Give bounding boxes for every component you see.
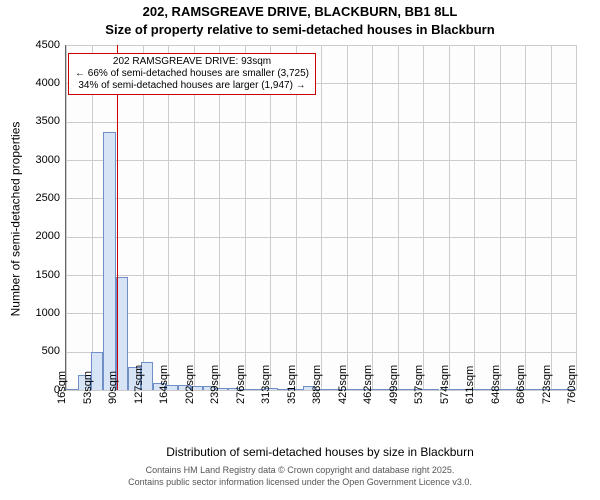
footer-line-2: Contains public sector information licen…	[0, 477, 600, 487]
grid-line	[92, 45, 93, 390]
chart-container: 202, RAMSGREAVE DRIVE, BLACKBURN, BB1 8L…	[0, 0, 600, 500]
histogram-bar	[452, 389, 464, 390]
y-tick-label: 1500	[20, 269, 60, 281]
y-tick-label: 2000	[20, 230, 60, 242]
annotation-line: 34% of semi-detached houses are larger (…	[75, 80, 309, 92]
plot-area: 202 RAMSGREAVE DRIVE: 93sqm← 66% of semi…	[65, 45, 576, 391]
grid-line	[296, 45, 297, 390]
grid-line	[194, 45, 195, 390]
grid-line	[168, 45, 169, 390]
y-tick-label: 3500	[20, 115, 60, 127]
grid-line	[372, 45, 373, 390]
grid-line	[500, 45, 501, 390]
histogram-bar	[477, 389, 489, 390]
grid-line	[551, 45, 552, 390]
histogram-bar	[552, 389, 564, 390]
y-axis-label: Number of semi-detached properties	[8, 46, 22, 391]
y-tick-label: 4500	[20, 39, 60, 51]
y-tick-label: 500	[20, 345, 60, 357]
x-axis-label: Distribution of semi-detached houses by …	[65, 445, 575, 459]
grid-line	[449, 45, 450, 390]
y-tick-label: 3000	[20, 154, 60, 166]
chart-title-line1: 202, RAMSGREAVE DRIVE, BLACKBURN, BB1 8L…	[0, 4, 600, 19]
grid-line	[245, 45, 246, 390]
y-tick-label: 1000	[20, 307, 60, 319]
chart-title-line2: Size of property relative to semi-detach…	[0, 22, 600, 37]
y-tick-label: 2500	[20, 192, 60, 204]
grid-line	[143, 45, 144, 390]
histogram-bar	[502, 389, 514, 390]
grid-line	[423, 45, 424, 390]
footer-line-1: Contains HM Land Registry data © Crown c…	[0, 465, 600, 475]
reference-line	[117, 45, 118, 390]
grid-line	[474, 45, 475, 390]
annotation-box: 202 RAMSGREAVE DRIVE: 93sqm← 66% of semi…	[68, 53, 316, 95]
histogram-bar	[427, 389, 439, 390]
grid-line	[270, 45, 271, 390]
annotation-line: ← 66% of semi-detached houses are smalle…	[75, 68, 309, 80]
grid-line	[525, 45, 526, 390]
grid-line	[66, 45, 67, 390]
grid-line	[347, 45, 348, 390]
grid-line	[219, 45, 220, 390]
grid-line	[321, 45, 322, 390]
grid-line	[398, 45, 399, 390]
grid-line	[576, 45, 577, 390]
histogram-bar	[527, 389, 539, 390]
y-tick-label: 4000	[20, 77, 60, 89]
annotation-line: 202 RAMSGREAVE DRIVE: 93sqm	[75, 56, 309, 68]
y-tick-label: 0	[20, 384, 60, 396]
histogram-bar	[103, 132, 115, 390]
